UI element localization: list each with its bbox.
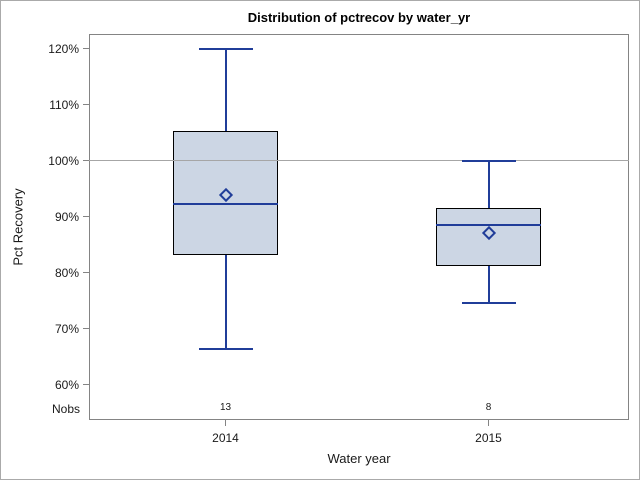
ref-line-100pct [89,159,629,162]
x-axis-title: Water year [327,451,391,466]
whisker-cap-lower-2014 [198,348,253,351]
y-tick [82,271,90,274]
y-tick [82,159,90,162]
nobs-value-2015: 8 [485,402,492,413]
whisker-stem-lower-2014 [224,255,227,350]
y-axis-title: Pct Recovery [10,188,26,266]
x-tick-2015 [487,419,490,426]
median-line-2015 [436,224,541,227]
whisker-stem-upper-2015 [487,160,490,209]
plot-frame [89,34,629,420]
box-iqr-2014 [173,131,278,256]
chart-title: Distribution of pctrecov by water_yr [247,10,471,25]
y-tick-label: 100% [48,153,79,168]
y-tick [82,327,90,330]
nobs-row-label: Nobs [51,402,80,416]
whisker-cap-upper-2014 [198,48,253,51]
whisker-cap-lower-2015 [461,302,516,305]
whisker-stem-upper-2014 [224,49,227,132]
y-tick [82,47,90,50]
nobs-value-2014: 13 [219,402,232,413]
y-tick [82,103,90,106]
x-tick-2014 [224,419,227,426]
y-tick-label: 60% [54,377,79,392]
x-tick-label-2015: 2015 [475,431,502,445]
y-tick-label: 120% [48,41,79,56]
x-tick-label-2014: 2014 [212,431,239,445]
y-tick [82,383,90,386]
y-tick-label: 70% [54,321,79,336]
y-tick-label: 80% [54,265,79,280]
y-tick [82,215,90,218]
box-iqr-2015 [436,208,541,267]
median-line-2014 [173,203,278,206]
y-tick-label: 90% [54,209,79,224]
y-tick-label: 110% [49,97,79,112]
whisker-stem-lower-2015 [487,266,490,304]
whisker-cap-upper-2015 [461,159,516,162]
